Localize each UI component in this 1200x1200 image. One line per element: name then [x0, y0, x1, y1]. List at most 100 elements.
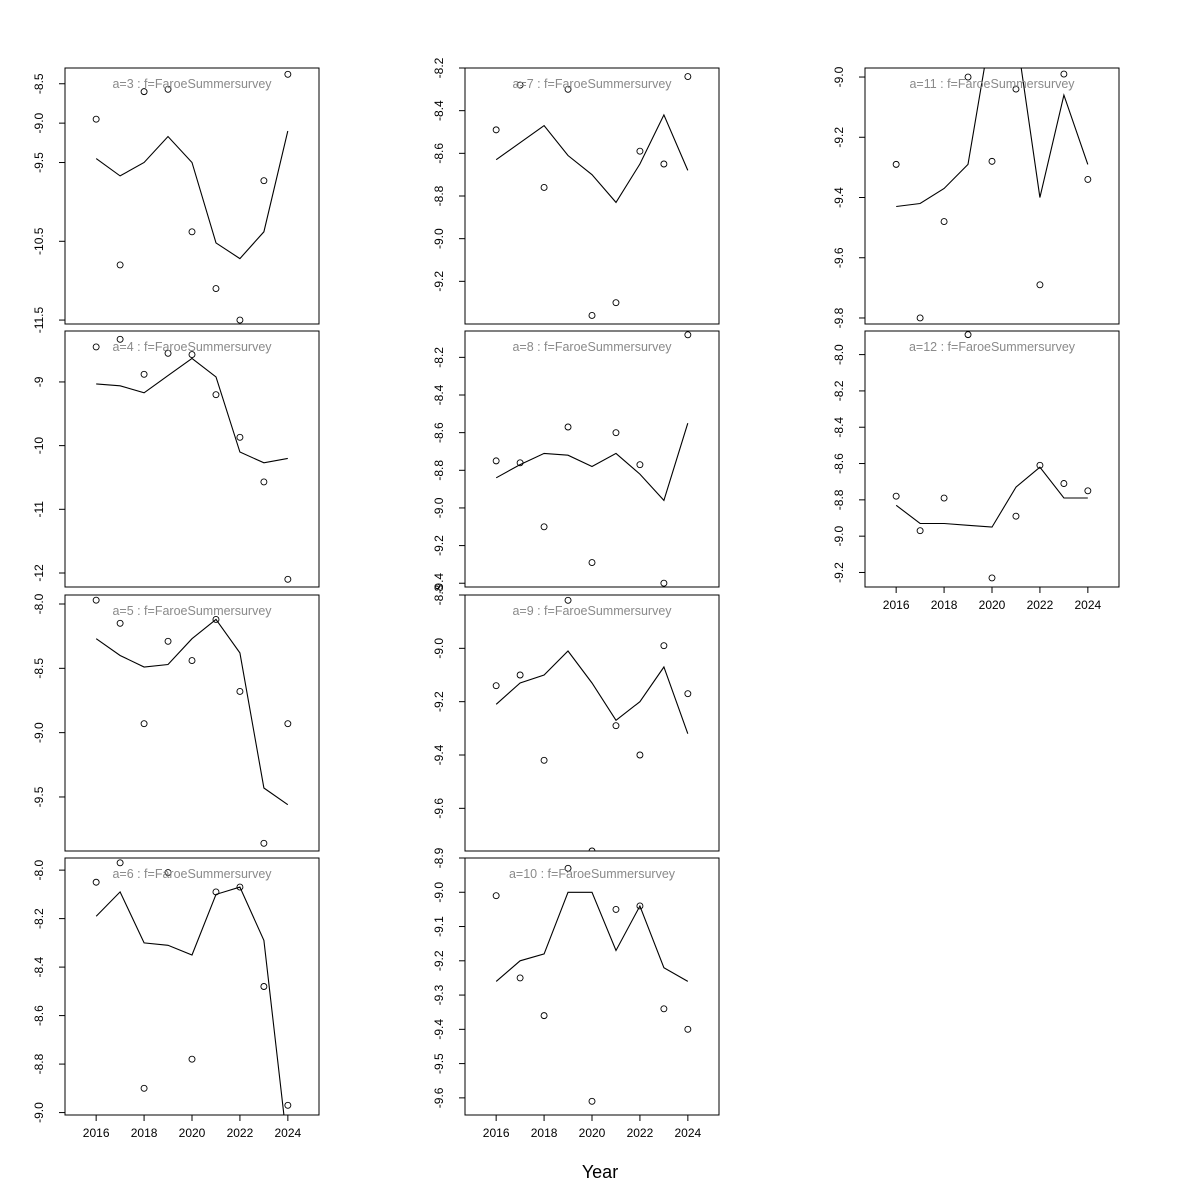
- panel-frame: [864, 67, 1120, 325]
- y-tick-label: -9.0: [832, 66, 846, 87]
- y-tick-label: -9.8: [832, 307, 846, 328]
- observed-point: [1084, 175, 1092, 183]
- y-tick-label: -8.2: [32, 908, 46, 929]
- y-tick-label: -9.0: [32, 1102, 46, 1123]
- observed-point: [492, 126, 500, 134]
- panel-8: -8.9 -9.0 -9.1 -9.2 -9.3 -9.4 -9.5 -9.6 2016 2018…: [432, 847, 720, 1140]
- panel-9: -9.0 -9.2 -9.4 -9.6 -9.8 a=11 : f=FaroeSummer…: [832, 66, 1120, 328]
- panel-data: [892, 68, 1092, 322]
- panel-3: -8.0 -8.5 -9.0 -9.5 a=5 : f=FaroeSummersurve…: [32, 593, 320, 852]
- observed-point: [684, 690, 692, 698]
- y-tick-label: -9.6: [432, 1087, 446, 1108]
- y-tick-label: -8.4: [832, 417, 846, 438]
- panel-data: [492, 331, 692, 587]
- y-tick-label: -9.2: [432, 691, 446, 712]
- x-tick-label: 2020: [579, 1126, 606, 1140]
- y-tick-label: -8.6: [432, 143, 446, 164]
- observed-point: [116, 335, 124, 343]
- y-tick-label: -8.6: [832, 453, 846, 474]
- observed-point: [92, 596, 100, 604]
- observed-point: [636, 751, 644, 759]
- y-tick-label: -9.2: [432, 535, 446, 556]
- y-tick-label: -9.2: [832, 562, 846, 583]
- panel-title: a=7 : f=FaroeSummersurvey: [512, 77, 672, 91]
- y-tick-label: -9.5: [432, 1053, 446, 1074]
- observed-point: [660, 160, 668, 168]
- y-tick-label: -8.4: [432, 100, 446, 121]
- y-tick-label: -9.3: [432, 984, 446, 1005]
- observed-point: [140, 370, 148, 378]
- y-tick-label: -9.5: [32, 152, 46, 173]
- y-tick-label: -8.4: [432, 384, 446, 405]
- y-tick-label: -9.0: [432, 882, 446, 903]
- observed-point: [212, 615, 220, 623]
- observed-point: [588, 559, 596, 566]
- x-tick-label: 2022: [227, 1126, 254, 1140]
- observed-point: [636, 461, 644, 469]
- observed-point: [660, 642, 668, 650]
- panel-title: a=4 : f=FaroeSummersurvey: [112, 340, 272, 354]
- x-tick-label: 2022: [627, 1126, 654, 1140]
- observed-point: [284, 575, 292, 583]
- panel-frame: [64, 857, 320, 1116]
- fitted-line: [896, 68, 1089, 208]
- observed-point: [236, 883, 244, 891]
- panel-4: -8.0 -8.2 -8.4 -8.6 -8.8 -9.0 2016 2018 2020 2022…: [32, 857, 320, 1140]
- observed-point: [540, 756, 548, 764]
- y-tick-label: -9: [32, 376, 46, 387]
- observed-point: [516, 459, 524, 467]
- y-tick-label: -9.0: [832, 526, 846, 547]
- panel-frame: [864, 330, 1120, 588]
- observed-point: [492, 892, 500, 900]
- y-tick-label: -9.4: [432, 744, 446, 765]
- observed-point: [588, 1097, 596, 1105]
- observed-point: [964, 73, 972, 81]
- y-tick-label: -9.4: [832, 187, 846, 208]
- panel-title: a=11 : f=FaroeSummersurvey: [909, 77, 1075, 91]
- observed-point: [1012, 512, 1020, 520]
- x-tick-label: 2020: [179, 1126, 206, 1140]
- y-tick-label: -8.8: [432, 185, 446, 206]
- observed-point: [260, 839, 268, 847]
- observed-point: [564, 596, 572, 604]
- panel-frame: [64, 330, 320, 588]
- y-tick-label: -9.6: [432, 798, 446, 819]
- y-tick-label: -8.0: [32, 593, 46, 614]
- observed-point: [284, 70, 292, 78]
- panel-2: -9 -10 -11 -12 a=4 : f=FaroeSummersurvey: [32, 330, 320, 588]
- y-tick-label: -8.5: [32, 658, 46, 679]
- panel-1: -8.5 -9.0 -9.5 -10.5 -11.5 a=3 : f=FaroeSumme…: [32, 67, 320, 334]
- y-tick-label: -8.8: [432, 460, 446, 481]
- observed-point: [140, 88, 148, 96]
- y-tick-label: -8.4: [32, 956, 46, 977]
- fitted-line: [895, 466, 1088, 528]
- y-tick-label: -9.4: [432, 1019, 446, 1040]
- observed-point: [564, 423, 572, 431]
- observed-point: [116, 619, 124, 627]
- observed-point: [284, 720, 292, 728]
- observed-point: [588, 312, 596, 319]
- observed-point: [988, 157, 996, 165]
- observed-point: [564, 864, 572, 872]
- observed-point: [236, 688, 244, 695]
- observed-point: [164, 349, 172, 357]
- fitted-line: [96, 357, 288, 464]
- fitted-line: [495, 650, 689, 734]
- observed-point: [1036, 281, 1044, 289]
- x-tick-label: 2022: [1027, 598, 1054, 612]
- observed-point: [140, 720, 148, 728]
- observed-point: [92, 115, 100, 123]
- x-tick-label: 2024: [674, 1126, 701, 1140]
- panel-title: a=3 : f=FaroeSummersurvey: [112, 77, 272, 91]
- x-tick-label: 2016: [883, 598, 910, 612]
- panel-data: [92, 596, 292, 847]
- y-tick-label: -11.5: [32, 307, 46, 334]
- panel-title: a=12 : f=FaroeSummersurvey: [909, 340, 1076, 354]
- y-tick-label: -9.0: [432, 638, 446, 659]
- y-tick-label: -8.0: [832, 344, 846, 365]
- y-tick-label: -9.2: [432, 950, 446, 971]
- fitted-line: [95, 618, 289, 806]
- x-tick-label: 2024: [274, 1126, 301, 1140]
- panel-data: [492, 73, 692, 319]
